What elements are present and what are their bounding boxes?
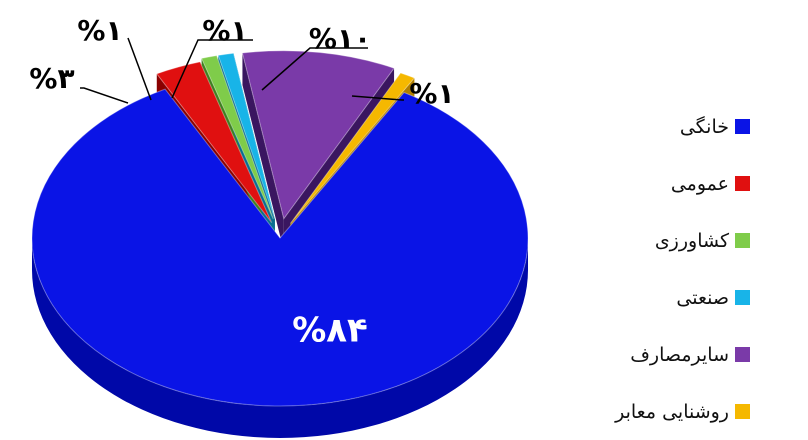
label-leader-line xyxy=(261,47,368,91)
legend-label: سایرمصارف xyxy=(630,343,729,366)
legend-item-agriculture: کشاورزی xyxy=(615,212,750,269)
legend-item-residential: خانگی xyxy=(615,98,750,155)
legend-swatch xyxy=(735,119,750,134)
label-leader-line xyxy=(127,37,152,101)
legend-item-other: سایرمصارف xyxy=(615,326,750,383)
data-label: %۱۰ xyxy=(309,22,371,55)
legend-swatch xyxy=(735,290,750,305)
slice-side xyxy=(32,238,528,438)
label-leader-line xyxy=(80,87,129,104)
chart-legend: خانگی عمومی کشاورزی صنعتی سایرمصارف روشن… xyxy=(615,98,750,440)
legend-swatch xyxy=(735,404,750,419)
slice xyxy=(241,50,395,220)
data-label: %۱ xyxy=(202,14,247,47)
data-label: %۸۴ xyxy=(292,311,368,351)
slice xyxy=(155,61,273,224)
legend-label: خانگی xyxy=(679,115,729,138)
legend-item-street-lighting: روشنایی معابر xyxy=(615,383,750,440)
slice-wall xyxy=(242,53,284,251)
legend-swatch xyxy=(735,347,750,362)
legend-swatch xyxy=(735,233,750,248)
legend-item-industrial: صنعتی xyxy=(615,269,750,326)
data-label: %۱ xyxy=(77,14,122,47)
slice xyxy=(31,88,529,407)
legend-label: صنعتی xyxy=(676,286,729,309)
legend-swatch xyxy=(735,176,750,191)
data-label: %۳ xyxy=(29,62,74,95)
slice xyxy=(200,55,274,220)
legend-label: کشاورزی xyxy=(654,229,729,252)
label-leader-line xyxy=(171,39,253,99)
slice xyxy=(217,52,276,220)
legend-item-public: عمومی xyxy=(615,155,750,212)
slice xyxy=(289,72,416,224)
legend-label: روشنایی معابر xyxy=(615,400,729,423)
data-label: %۱ xyxy=(409,77,454,110)
legend-label: عمومی xyxy=(670,172,729,195)
label-leader-line xyxy=(351,95,404,101)
